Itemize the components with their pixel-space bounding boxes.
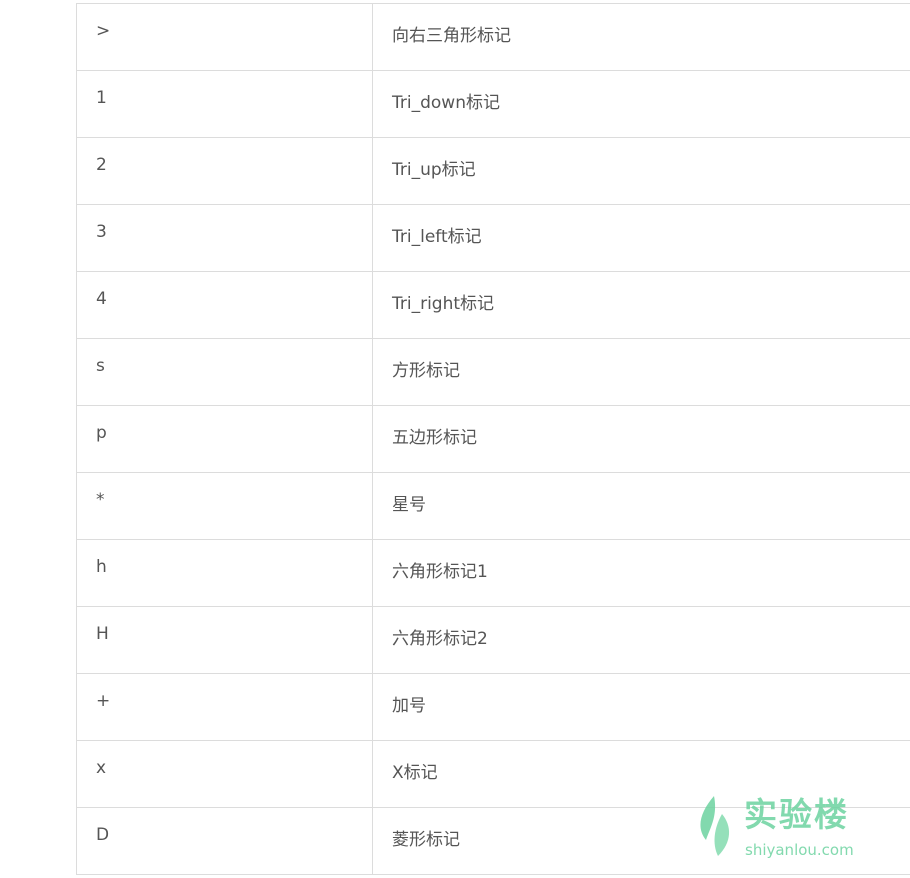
marker-code-cell: p bbox=[76, 405, 373, 473]
table-row: + 加号 bbox=[76, 673, 910, 741]
table-row: 1 Tri_down标记 bbox=[76, 70, 910, 138]
marker-description-cell: 六角形标记1 bbox=[372, 539, 910, 607]
marker-description-cell: 方形标记 bbox=[372, 338, 910, 406]
marker-table: > 向右三角形标记 1 Tri_down标记 2 Tri_up标记 3 Tri_… bbox=[76, 3, 910, 875]
marker-code-cell: 4 bbox=[76, 271, 373, 339]
marker-description-cell: 星号 bbox=[372, 472, 910, 540]
marker-code-cell: * bbox=[76, 472, 373, 540]
marker-code-cell: + bbox=[76, 673, 373, 741]
table-row: H 六角形标记2 bbox=[76, 606, 910, 674]
marker-description-cell: 向右三角形标记 bbox=[372, 3, 910, 71]
marker-code-cell: H bbox=[76, 606, 373, 674]
marker-code-cell: D bbox=[76, 807, 373, 875]
table-row: 2 Tri_up标记 bbox=[76, 137, 910, 205]
marker-description-cell: 加号 bbox=[372, 673, 910, 741]
marker-table-body: > 向右三角形标记 1 Tri_down标记 2 Tri_up标记 3 Tri_… bbox=[76, 3, 910, 875]
table-row: p 五边形标记 bbox=[76, 405, 910, 473]
marker-code-cell: h bbox=[76, 539, 373, 607]
table-row: h 六角形标记1 bbox=[76, 539, 910, 607]
marker-code-cell: s bbox=[76, 338, 373, 406]
marker-description-cell: 五边形标记 bbox=[372, 405, 910, 473]
marker-code-cell: > bbox=[76, 3, 373, 71]
marker-description-cell: Tri_up标记 bbox=[372, 137, 910, 205]
table-row: D 菱形标记 bbox=[76, 807, 910, 875]
marker-description-cell: Tri_right标记 bbox=[372, 271, 910, 339]
table-row: 3 Tri_left标记 bbox=[76, 204, 910, 272]
marker-description-cell: 六角形标记2 bbox=[372, 606, 910, 674]
marker-code-cell: 3 bbox=[76, 204, 373, 272]
marker-description-cell: X标记 bbox=[372, 740, 910, 808]
marker-code-cell: 1 bbox=[76, 70, 373, 138]
table-row: s 方形标记 bbox=[76, 338, 910, 406]
table-row: * 星号 bbox=[76, 472, 910, 540]
marker-code-cell: x bbox=[76, 740, 373, 808]
table-row: x X标记 bbox=[76, 740, 910, 808]
marker-description-cell: 菱形标记 bbox=[372, 807, 910, 875]
table-row: 4 Tri_right标记 bbox=[76, 271, 910, 339]
marker-description-cell: Tri_left标记 bbox=[372, 204, 910, 272]
table-row: > 向右三角形标记 bbox=[76, 3, 910, 71]
marker-description-cell: Tri_down标记 bbox=[372, 70, 910, 138]
marker-code-cell: 2 bbox=[76, 137, 373, 205]
